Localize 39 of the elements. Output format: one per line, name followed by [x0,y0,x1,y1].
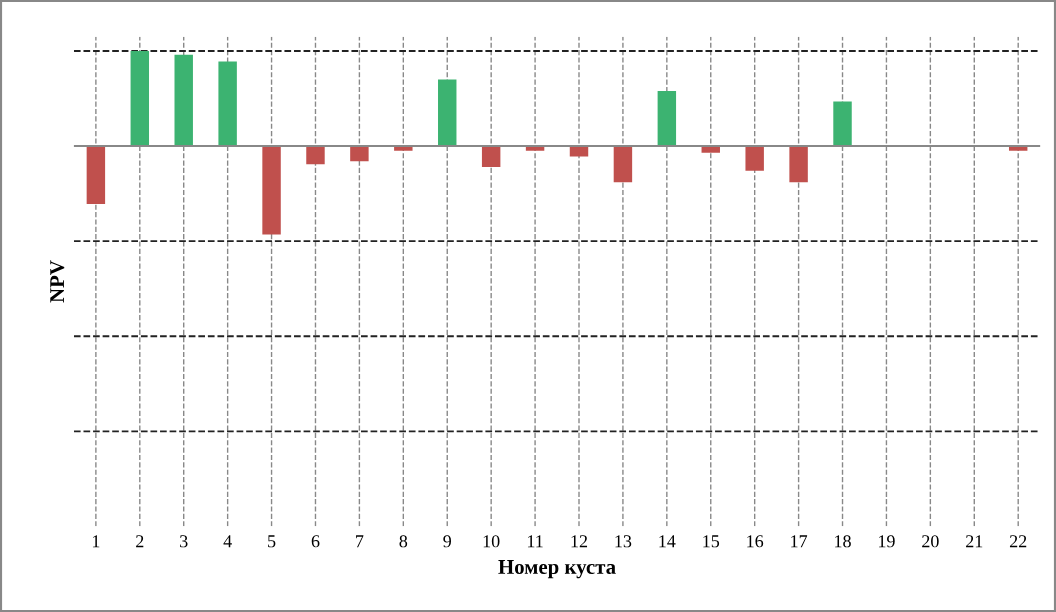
bar [481,146,501,167]
x-tick-label: 22 [1009,535,1027,548]
x-tick-label: 19 [879,535,895,548]
bar [130,50,150,147]
x-axis-title: Номер куста [498,560,616,579]
x-tick-label: 15 [703,535,720,548]
x-tick-label: 21 [966,535,983,548]
x-tick-label: 6 [311,535,320,548]
bar [262,146,281,235]
x-tick-label: 17 [791,535,808,548]
bar [86,146,106,205]
bar [789,146,808,183]
x-tick-label: 14 [659,535,676,548]
bar [657,90,677,147]
y-axis-title: NPV [50,260,65,303]
x-tick-label: 12 [571,535,588,548]
bar [745,146,764,171]
x-tick-label: 16 [747,535,764,548]
bar [306,146,325,165]
x-tick-label: 20 [922,535,939,548]
x-tick-label: 11 [527,535,543,548]
bar [613,146,633,183]
x-tick-label: 3 [180,535,188,548]
bar [569,146,589,157]
x-tick-label: 1 [92,535,100,548]
bar [350,146,369,162]
x-tick-label: 4 [223,535,232,548]
x-tick-label: 10 [483,535,500,548]
bar [438,79,457,147]
x-tick-label: 9 [443,535,452,548]
x-tick-label: 18 [835,535,851,548]
x-tick-label: 8 [399,535,408,548]
x-tick-label: 13 [615,535,632,548]
bar [833,101,852,147]
x-tick-label: 5 [268,535,276,548]
bar [174,54,193,147]
x-tick-label: 2 [136,535,144,548]
bar [218,61,237,147]
x-tick-label: 7 [356,535,364,548]
